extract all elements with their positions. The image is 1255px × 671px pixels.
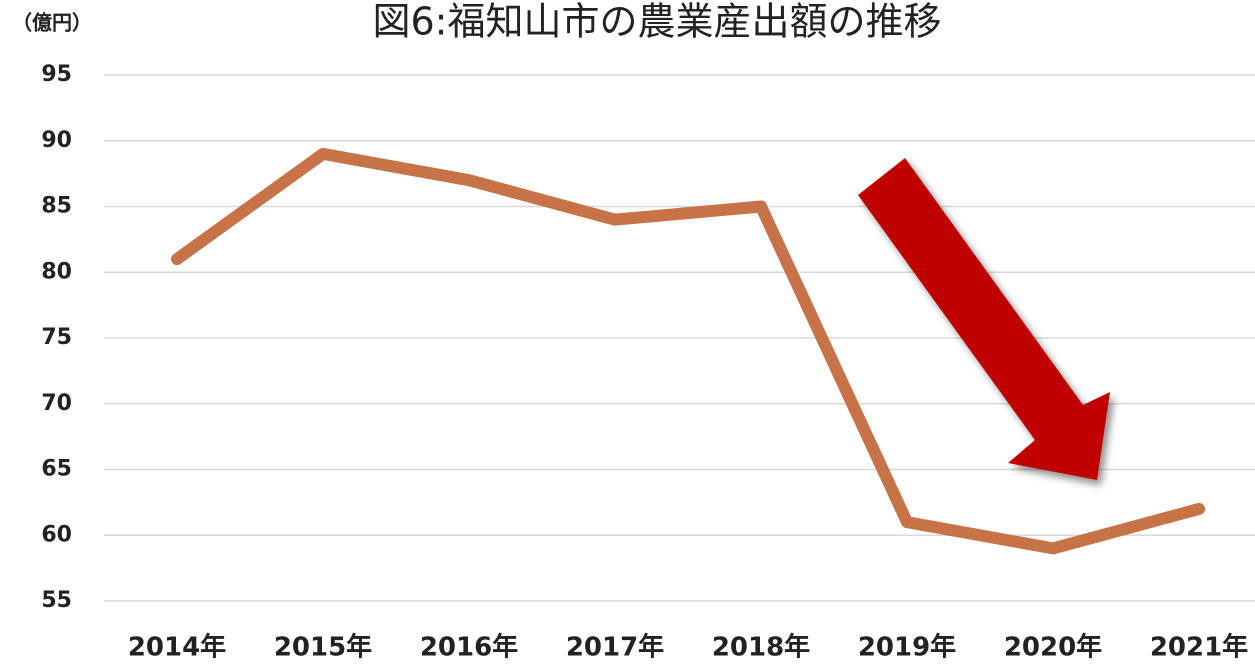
- x-tick-label: 2016年: [420, 632, 518, 663]
- y-tick-label: 60: [41, 522, 72, 547]
- y-axis-label: （億円）: [12, 11, 92, 35]
- chart-title: 図6:福知山市の農業産出額の推移: [373, 0, 942, 44]
- data-line: [171, 147, 1205, 555]
- x-tick-label: 2018年: [712, 632, 810, 663]
- y-tick-label: 90: [41, 128, 72, 153]
- y-tick-label: 65: [41, 457, 72, 482]
- plot-area: 55 60 65 70 75 80 85 90 95 2014年 2015年 2016年 2017年 20…: [41, 62, 1255, 663]
- x-tick-label: 2017年: [566, 632, 664, 663]
- y-tick-label: 80: [41, 259, 72, 284]
- y-tick-label: 95: [41, 62, 72, 87]
- arrow: [858, 158, 1110, 480]
- x-tick-label: 2019年: [858, 632, 956, 663]
- y-tick-label: 75: [41, 325, 72, 350]
- y-tick-label: 70: [41, 391, 72, 416]
- x-tick-label: 2021年: [1150, 632, 1248, 663]
- x-tick-label: 2014年: [128, 632, 226, 663]
- y-tick-label: 55: [41, 588, 72, 613]
- x-tick-label: 2015年: [274, 632, 372, 663]
- x-tick-label: 2020年: [1004, 632, 1102, 663]
- y-tick-label: 85: [41, 194, 72, 219]
